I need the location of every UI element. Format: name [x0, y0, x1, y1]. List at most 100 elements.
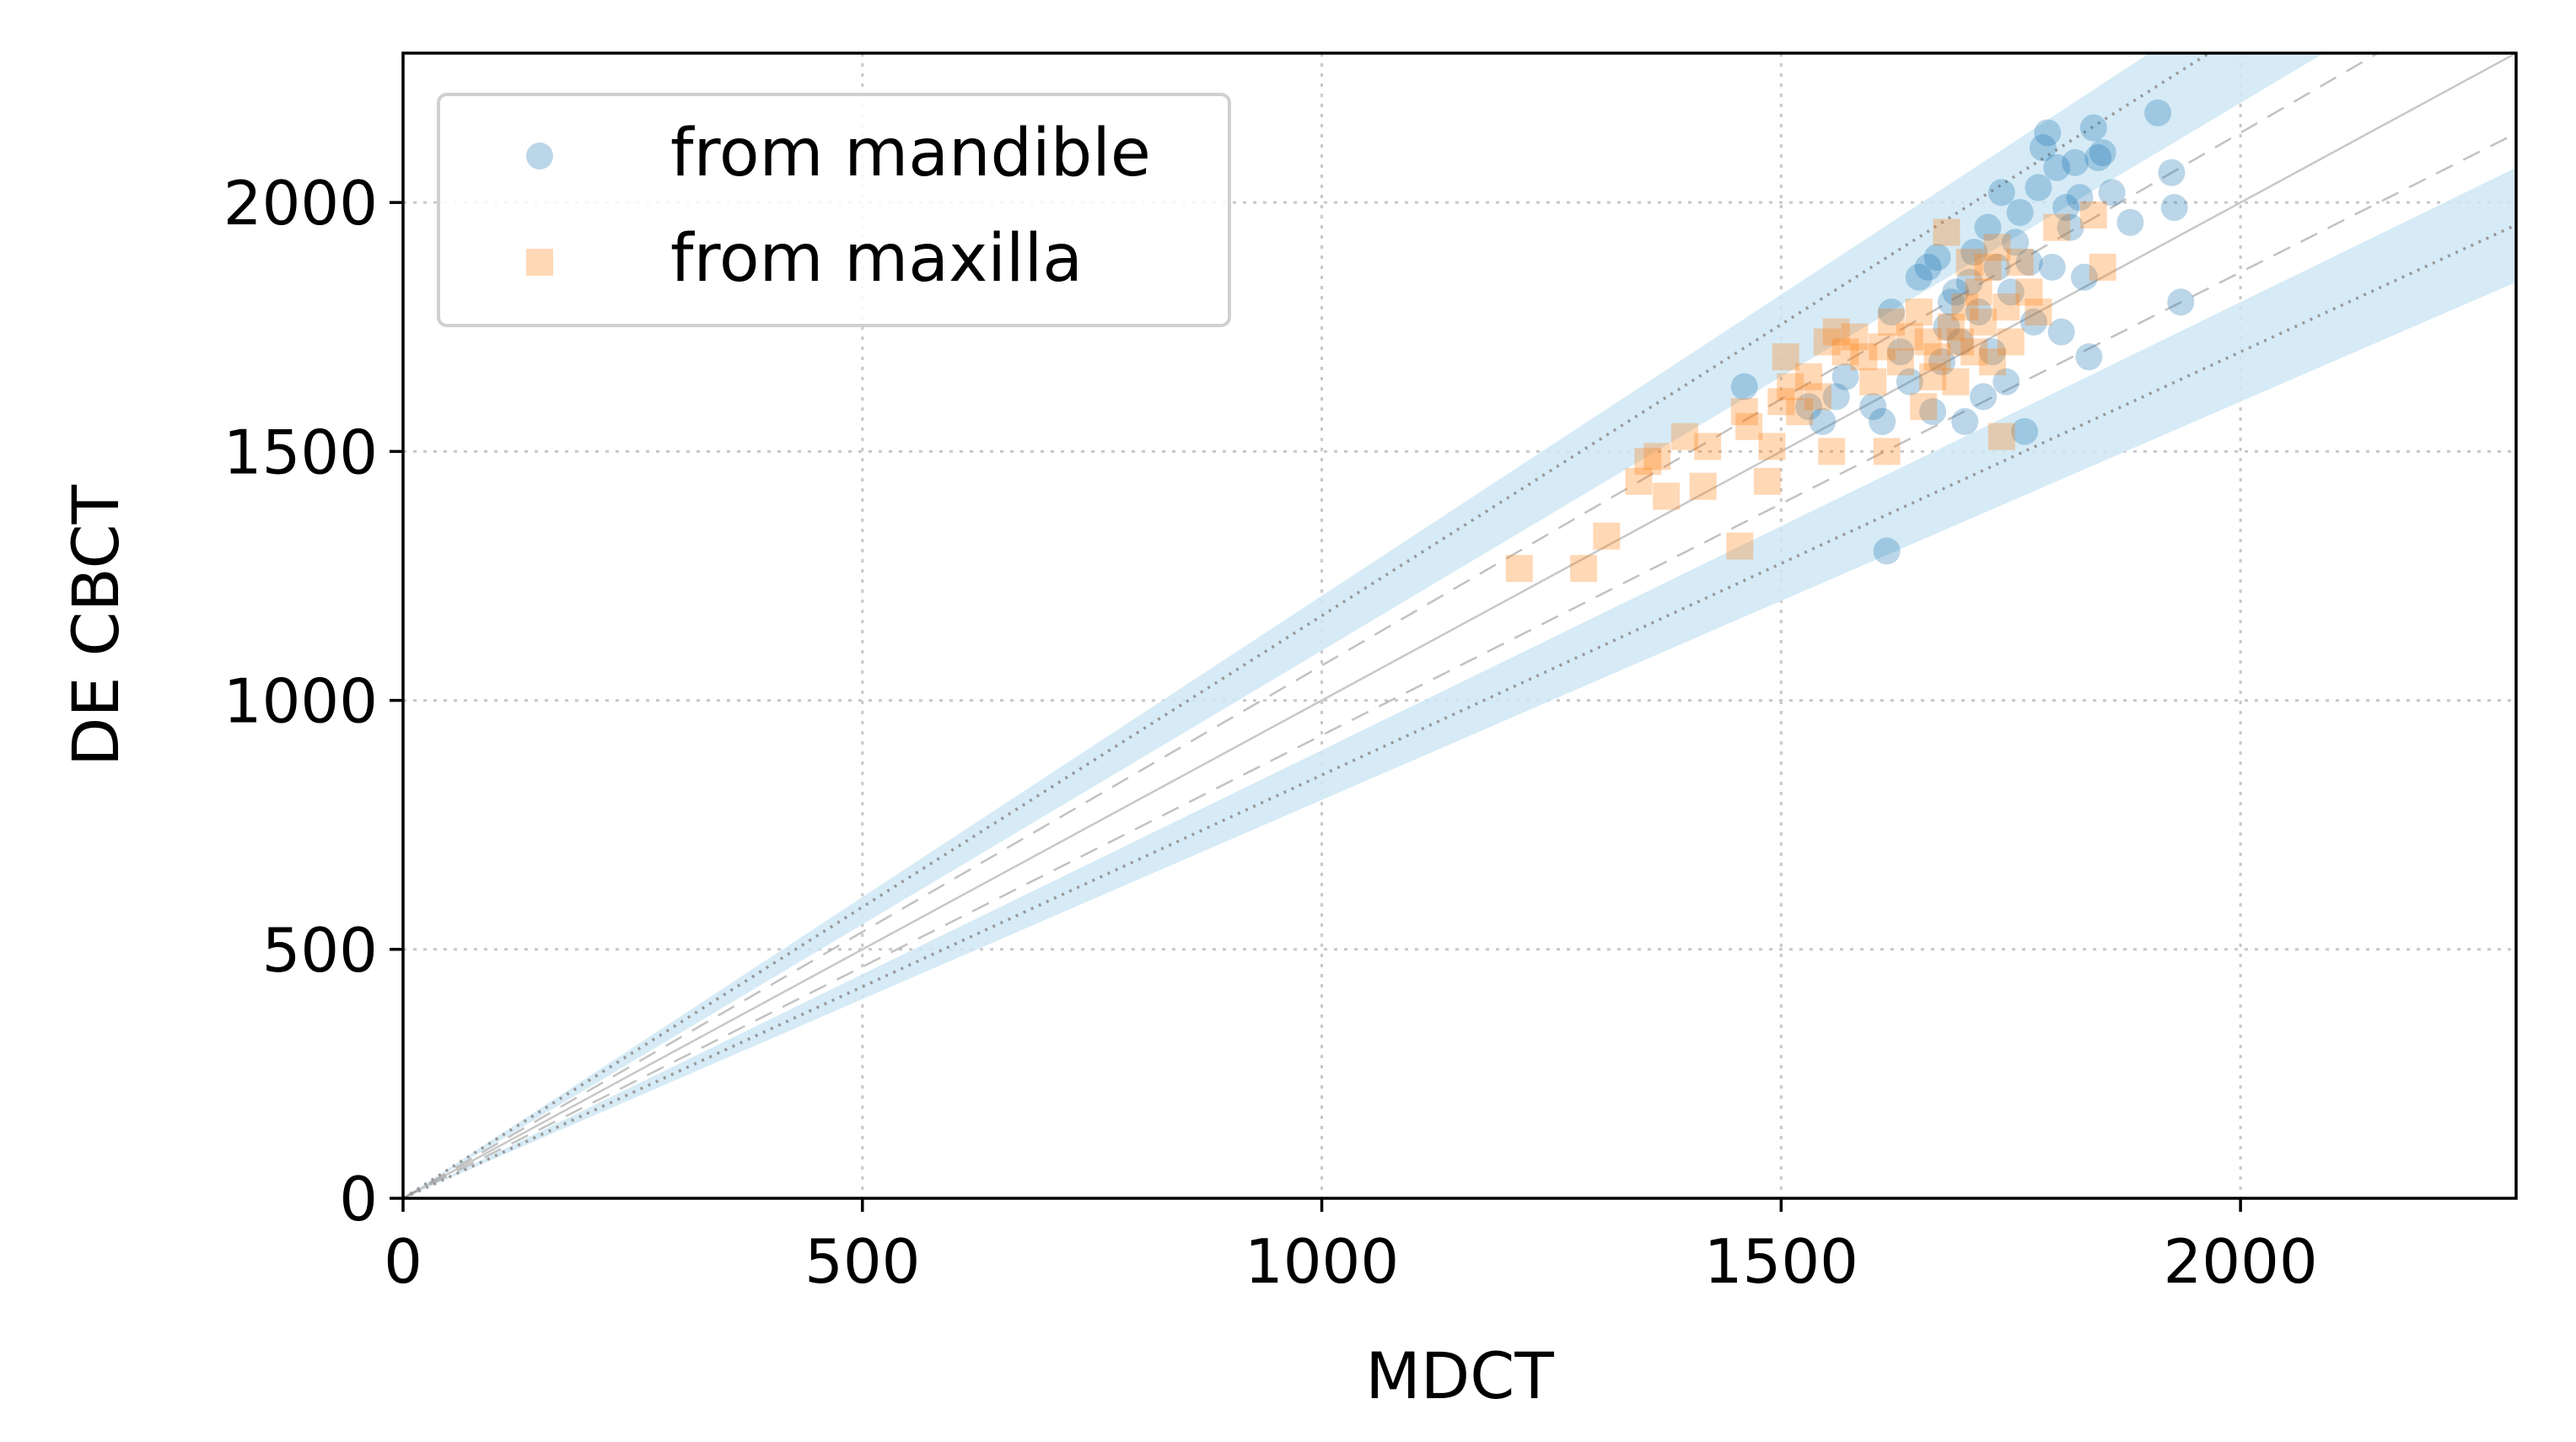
maxilla-point — [1970, 308, 1998, 336]
mandible-point — [2052, 194, 2080, 222]
maxilla-point — [1730, 398, 1758, 426]
mandible-point — [1822, 383, 1850, 411]
y-tick-label: 1000 — [223, 666, 378, 737]
maxilla-point — [1634, 448, 1662, 476]
maxilla-point — [1818, 438, 1846, 465]
maxilla-point — [1978, 348, 2006, 376]
mandible-point — [2034, 119, 2062, 147]
mandible-point — [1795, 393, 1823, 421]
y-tick-label: 2000 — [223, 168, 378, 239]
maxilla-point — [1689, 472, 1717, 500]
mandible-point — [2062, 148, 2089, 176]
mandible-point — [2043, 153, 2071, 181]
mandible-point — [2066, 184, 2094, 212]
mandible-point — [1983, 253, 2011, 281]
mandible-point — [2070, 263, 2098, 291]
maxilla-point — [1735, 412, 1763, 440]
maxilla-point — [1754, 467, 1782, 495]
maxilla-point — [1795, 363, 1823, 390]
maxilla-point — [2025, 299, 2052, 326]
maxilla-point — [1726, 532, 1754, 560]
maxilla-point — [1933, 218, 1960, 246]
mandible-point — [1923, 244, 1951, 272]
mandible-point — [2029, 134, 2057, 162]
mandible-point — [1886, 338, 1914, 366]
x-tick-label: 1500 — [1704, 1226, 1858, 1297]
maxilla-point — [1987, 422, 2015, 450]
reference-lines — [403, 53, 2516, 1198]
maxilla-point — [1777, 373, 1804, 401]
dotted-reference-line — [403, 53, 2213, 1198]
maxilla-point — [2079, 201, 2107, 229]
mandible-point — [2015, 248, 2043, 276]
mandible-point — [2167, 288, 2195, 316]
maxilla-point — [1965, 278, 1993, 306]
maxilla-point — [1914, 328, 1942, 356]
maxilla-point — [1593, 522, 1621, 550]
mandible-point — [1859, 393, 1887, 421]
maxilla-point — [1993, 293, 2020, 321]
maxilla-point — [1910, 393, 1938, 421]
maxilla-point — [1869, 333, 1896, 361]
maxilla-point — [1955, 248, 1983, 276]
mandible-point — [2038, 253, 2066, 281]
data-points — [1505, 99, 2195, 583]
mandible-point — [1997, 278, 2025, 306]
maxilla-point — [1813, 328, 1841, 356]
x-tick-label: 1000 — [1245, 1226, 1399, 1297]
legend-marker-mandible — [526, 143, 553, 169]
mandible-point — [2019, 308, 2047, 336]
mandible-point — [1730, 373, 1758, 401]
mandible-point — [1933, 313, 1960, 341]
x-tick-label: 500 — [804, 1226, 920, 1297]
mandible-point — [1970, 383, 1998, 411]
mandible-point — [1993, 368, 2020, 395]
mandible-point — [1809, 407, 1837, 435]
mandible-point — [2057, 213, 2084, 241]
maxilla-point — [2015, 278, 2043, 306]
mandible-point — [1919, 398, 1947, 426]
mandible-point — [2025, 174, 2052, 202]
x-tick-label: 0 — [384, 1226, 422, 1297]
mandible-point — [1914, 253, 1942, 281]
plot-frame — [401, 51, 2518, 1200]
legend-box — [437, 93, 1231, 327]
maxilla-point — [1786, 398, 1814, 426]
maxilla-point — [1905, 299, 1933, 326]
mandible-point — [1928, 348, 1956, 376]
mandible-point — [2084, 143, 2112, 171]
mandible-point — [2160, 194, 2188, 222]
maxilla-point — [1951, 293, 1979, 321]
maxilla-point — [2089, 253, 2116, 281]
mandible-point — [1878, 299, 1906, 326]
mandible-point — [2098, 179, 2126, 207]
maxilla-point — [1896, 323, 1923, 351]
mandible-point — [1873, 537, 1901, 565]
mandible-point — [2079, 114, 2107, 142]
mandible-point — [2158, 159, 2186, 186]
maxilla-point — [1841, 323, 1869, 351]
maxilla-point — [1850, 343, 1878, 371]
mandible-point — [1951, 407, 1979, 435]
mandible-point — [1937, 288, 1965, 316]
maxilla-point — [1822, 318, 1850, 346]
maxilla-point — [1758, 433, 1786, 460]
mandible-point — [1955, 268, 1983, 296]
maxilla-point — [1997, 328, 2025, 356]
mandible-point — [2075, 343, 2103, 371]
maxilla-point — [2006, 248, 2034, 276]
maxilla-point — [1886, 348, 1914, 376]
maxilla-point — [1919, 363, 1947, 390]
maxilla-point — [1859, 368, 1887, 395]
y-axis: 0 500 1000 1500 2000 — [223, 168, 403, 1235]
shaded-band-2 — [403, 167, 2516, 1198]
maxilla-point — [1670, 422, 1698, 450]
mandible-point — [2089, 139, 2116, 167]
legend-label-maxilla: from maxilla — [670, 221, 1083, 297]
maxilla-point — [1923, 343, 1951, 371]
mandible-point — [2116, 208, 2144, 236]
mandible-point — [2006, 198, 2034, 226]
mandible-point — [1946, 328, 1974, 356]
maxilla-point — [1505, 555, 1533, 583]
